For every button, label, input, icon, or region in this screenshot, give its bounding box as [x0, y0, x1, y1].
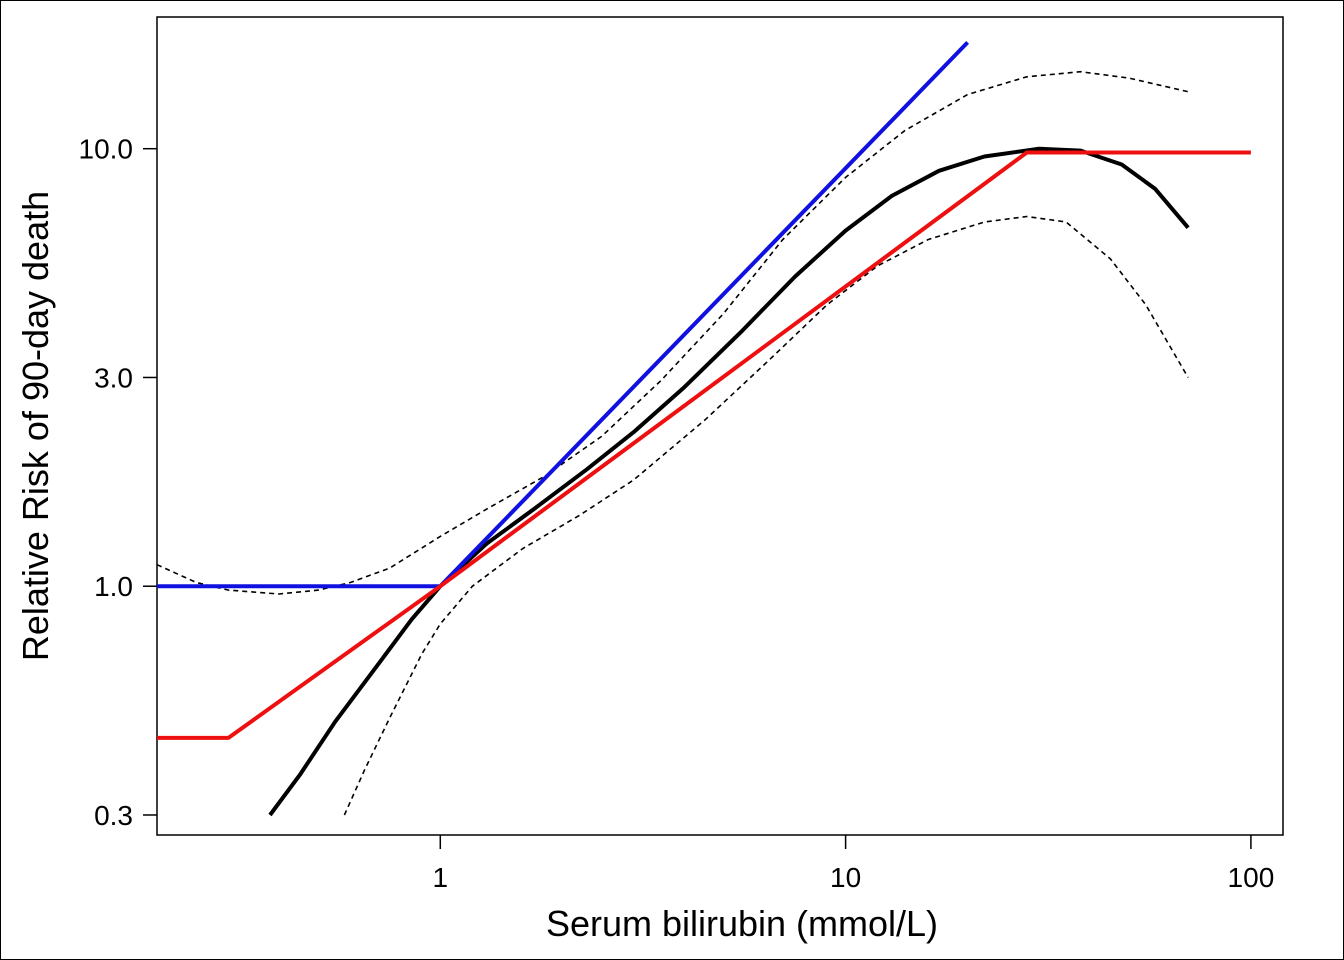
series-line-4 [157, 41, 970, 589]
series-line-5 [157, 150, 1251, 740]
x-tick-label: 100 [1228, 862, 1275, 893]
series-line-1 [268, 146, 1190, 817]
series-line-2 [156, 70, 1189, 595]
y-tick-label: 1.0 [94, 571, 133, 602]
x-tick-label: 10 [830, 862, 861, 893]
plot-area [156, 16, 1284, 836]
x-tick-label: 1 [433, 862, 449, 893]
x-axis-title: Serum bilirubin (mmol/L) [546, 903, 938, 944]
y-tick-label: 10.0 [79, 134, 134, 165]
y-axis-title: Relative Risk of 90-day death [15, 191, 56, 661]
series-line-3 [343, 215, 1189, 816]
axis-layer: 1 10 100 0.3 1.0 3.0 10.0 [79, 134, 1275, 893]
y-tick-label: 0.3 [94, 800, 133, 831]
series-layer [156, 41, 1251, 817]
y-tick-label: 3.0 [94, 362, 133, 393]
